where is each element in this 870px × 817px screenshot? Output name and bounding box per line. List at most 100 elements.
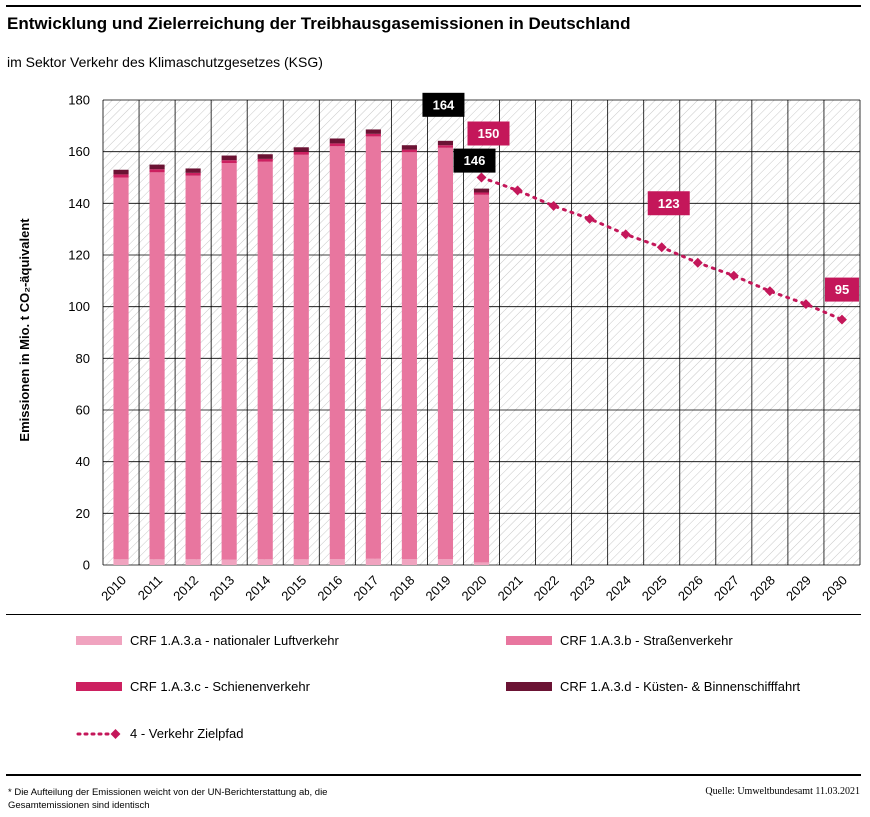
bar-segment [437, 140, 454, 146]
x-tick-label: 2012 [170, 573, 201, 604]
bar-segment [401, 145, 417, 150]
data-labels: 164 146 150 123 95 [422, 92, 859, 302]
legend-item-strassenverkehr: CRF 1.A.3.b - Straßenverkehr [506, 633, 733, 648]
bar-segment [113, 169, 129, 175]
bar-segment [401, 152, 417, 560]
legend-label: CRF 1.A.3.b - Straßenverkehr [560, 633, 733, 648]
bottom-rule [6, 774, 861, 776]
bar-segment [185, 559, 201, 565]
x-tick-label: 2018 [386, 573, 417, 604]
bar-segment [149, 169, 165, 173]
x-tick-labels: 2010 2011 2012 2013 2014 2015 2016 2017 2018 2019… [98, 573, 850, 604]
bar-segment [113, 559, 129, 565]
target-path-point [800, 299, 811, 310]
bar-segment [185, 175, 201, 560]
x-tick-label: 2028 [747, 573, 778, 604]
bar-segment [329, 138, 345, 144]
legend-label: CRF 1.A.3.c - Schienenverkehr [130, 679, 310, 694]
bar-segment [221, 559, 237, 565]
bar-segment [113, 174, 129, 178]
legend-label: CRF 1.A.3.a - nationaler Luftverkehr [130, 633, 339, 648]
chart-legend-separator [6, 614, 861, 615]
x-tick-label: 2011 [135, 573, 165, 603]
legend-swatch-zielpfad [76, 728, 122, 739]
legend-label: 4 - Verkehr Zielpfad [130, 726, 244, 741]
x-tick-label: 2021 [495, 573, 526, 604]
y-tick-label: 20 [76, 506, 90, 521]
bars [113, 129, 490, 565]
target-path-point [837, 314, 847, 325]
y-tick-label: 120 [68, 248, 90, 263]
bar-segment [329, 143, 345, 147]
data-label: 123 [658, 196, 680, 211]
bar-segment [185, 172, 201, 176]
y-tick-labels: 0 20 40 60 80 100 120 140 160 180 [68, 93, 90, 573]
bar-segment [185, 168, 201, 173]
data-label: 95 [835, 282, 849, 297]
target-path-point [728, 270, 739, 281]
bar-segment [437, 559, 454, 565]
bar-segment [293, 147, 309, 152]
x-tick-label: 2029 [783, 573, 814, 604]
y-tick-label: 80 [76, 351, 90, 366]
bar-segment [437, 147, 454, 560]
x-tick-label: 2024 [603, 573, 634, 604]
bar-segment [113, 177, 129, 560]
target-path-point [584, 213, 595, 224]
target-path-point [764, 286, 775, 297]
x-tick-label: 2017 [350, 573, 381, 604]
bar-segment [221, 160, 237, 164]
x-tick-label: 2030 [819, 573, 850, 604]
y-tick-label: 40 [76, 454, 90, 469]
bar-segment [221, 163, 237, 560]
x-tick-label: 2015 [278, 573, 309, 604]
y-tick-label: 180 [68, 93, 90, 108]
legend-swatch-schienenverkehr [76, 682, 122, 691]
bar-segment [149, 172, 165, 560]
y-tick-label: 160 [68, 144, 90, 159]
x-tick-label: 2025 [639, 573, 670, 604]
data-label-box [422, 92, 465, 117]
bar-segment [473, 562, 490, 565]
target-path-point [512, 185, 523, 196]
footnote: * Die Aufteilung der Emissionen weicht v… [8, 787, 328, 811]
bar-segment [473, 188, 490, 193]
chart-title: Entwicklung und Zielerreichung der Treib… [7, 14, 631, 33]
legend-swatch-luftverkehr [76, 636, 122, 645]
y-tick-label: 140 [68, 196, 90, 211]
target-path-point [548, 200, 559, 211]
top-rule [6, 5, 861, 7]
x-tick-label: 2020 [459, 573, 490, 604]
legend-swatch-schifffahrt [506, 682, 552, 691]
x-tick-label: 2022 [531, 573, 562, 604]
x-tick-label: 2016 [314, 573, 345, 604]
bar-segment [221, 155, 237, 161]
y-tick-label: 0 [83, 558, 90, 573]
bar-segment [293, 154, 309, 560]
y-axis-label: Emissionen in Mio. t CO₂-äquivalent [17, 218, 32, 442]
bar-segment [365, 136, 381, 559]
bar-segment [257, 158, 273, 162]
bar-segment [401, 559, 417, 565]
target-path [476, 172, 847, 325]
bar-segment [257, 161, 273, 560]
bar-segment [473, 194, 490, 563]
data-label: 150 [478, 126, 500, 141]
legend-item-zielpfad: 4 - Verkehr Zielpfad [76, 726, 243, 741]
x-tick-label: 2027 [711, 573, 742, 604]
legend-item-luftverkehr: CRF 1.A.3.a - nationaler Luftverkehr [76, 633, 339, 648]
bar-segment [293, 151, 309, 155]
legend-swatch-strassenverkehr [506, 636, 552, 645]
bar-segment [437, 145, 454, 148]
x-tick-label: 2019 [423, 573, 454, 604]
chart-subtitle: im Sektor Verkehr des Klimaschutzgesetze… [7, 54, 323, 70]
data-label-box [453, 148, 496, 173]
target-path-point [656, 242, 667, 253]
data-label-box [647, 191, 690, 216]
y-tick-label: 100 [68, 299, 90, 314]
bar-segment [473, 192, 490, 195]
bar-segment [329, 146, 345, 560]
source-note: Quelle: Umweltbundesamt 11.03.2021 [705, 786, 860, 797]
x-tick-label: 2023 [567, 573, 598, 604]
